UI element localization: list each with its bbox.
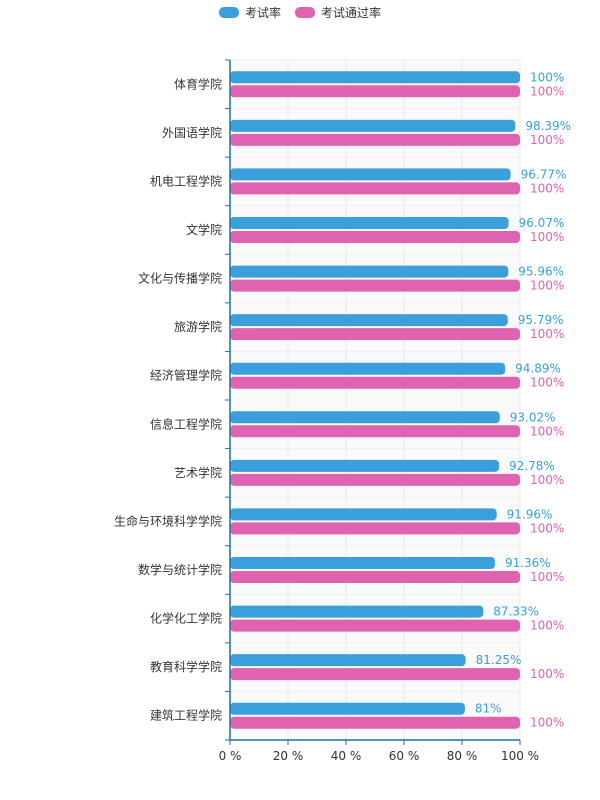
- data-label-exam-rate: 94.89%: [515, 362, 561, 376]
- bar-pass-rate: [230, 85, 520, 98]
- bar-pass-rate: [230, 473, 520, 486]
- data-label-pass-rate: 100%: [530, 473, 564, 487]
- legend-label-pass-rate: 考试通过率: [321, 6, 382, 20]
- data-label-pass-rate: 100%: [530, 570, 564, 584]
- data-label-exam-rate: 95.96%: [518, 265, 564, 279]
- data-label-exam-rate: 95.79%: [518, 313, 564, 327]
- x-tick-label: 60 %: [389, 749, 420, 763]
- data-label-exam-rate: 100%: [530, 70, 564, 84]
- bar-exam-rate: [230, 71, 520, 84]
- bar-pass-rate: [230, 376, 520, 389]
- data-label-pass-rate: 100%: [530, 279, 564, 293]
- data-label-exam-rate: 96.07%: [519, 216, 565, 230]
- bar-exam-rate: [230, 654, 466, 667]
- data-label-pass-rate: 100%: [530, 667, 564, 681]
- bar-pass-rate: [230, 716, 520, 729]
- x-tick-label: 40 %: [331, 749, 362, 763]
- legend: 考试率 考试通过率: [0, 4, 600, 21]
- x-tick-label: 80 %: [447, 749, 478, 763]
- bar-pass-rate: [230, 571, 520, 583]
- data-label-exam-rate: 87.33%: [493, 605, 539, 619]
- legend-item-exam-rate[interactable]: 考试率: [218, 4, 281, 21]
- legend-swatch-pass-rate: [295, 7, 315, 18]
- x-tick-label: 100 %: [501, 749, 539, 763]
- data-label-exam-rate: 93.02%: [510, 410, 556, 424]
- data-label-exam-rate: 92.78%: [509, 459, 555, 473]
- bar-exam-rate: [230, 217, 509, 229]
- legend-item-pass-rate[interactable]: 考试通过率: [295, 4, 381, 21]
- x-tick-label: 20 %: [273, 749, 304, 763]
- data-label-pass-rate: 100%: [530, 84, 564, 98]
- category-label: 教育科学学院: [150, 659, 222, 674]
- bar-exam-rate: [230, 314, 508, 327]
- category-label: 艺术学院: [174, 465, 222, 480]
- x-tick-label: 0 %: [219, 749, 242, 763]
- data-label-pass-rate: 100%: [530, 181, 564, 195]
- category-label: 旅游学院: [174, 319, 222, 334]
- category-label: 化学化工学院: [150, 611, 222, 626]
- data-label-exam-rate: 91.96%: [507, 507, 553, 521]
- bar-pass-rate: [230, 231, 520, 243]
- data-label-exam-rate: 91.36%: [505, 556, 551, 570]
- data-label-pass-rate: 100%: [530, 716, 564, 730]
- data-label-pass-rate: 100%: [530, 327, 564, 341]
- data-label-pass-rate: 100%: [530, 619, 564, 633]
- bar-exam-rate: [230, 508, 497, 521]
- bar-exam-rate: [230, 605, 484, 618]
- data-label-exam-rate: 81.25%: [476, 653, 522, 667]
- category-label: 生命与环境科学学院: [114, 513, 222, 528]
- category-label: 外国语学院: [162, 125, 222, 140]
- data-label-exam-rate: 96.77%: [521, 167, 567, 181]
- category-label: 体育学院: [174, 76, 222, 91]
- data-label-pass-rate: 100%: [530, 133, 564, 147]
- data-label-exam-rate: 81%: [475, 702, 502, 716]
- bar-exam-rate: [230, 557, 495, 569]
- category-label: 数学与统计学院: [138, 562, 222, 577]
- bar-pass-rate: [230, 279, 520, 292]
- bar-pass-rate: [230, 425, 520, 438]
- bar-exam-rate: [230, 702, 465, 715]
- data-label-pass-rate: 100%: [530, 424, 564, 438]
- data-label-pass-rate: 100%: [530, 521, 564, 535]
- bar-exam-rate: [230, 411, 500, 424]
- bar-exam-rate: [230, 265, 509, 278]
- category-label: 文学院: [186, 222, 222, 237]
- legend-swatch-exam-rate: [218, 7, 239, 18]
- bar-exam-rate: [230, 459, 500, 472]
- bar-exam-rate: [230, 119, 516, 132]
- category-label: 机电工程学院: [150, 173, 222, 188]
- bar-exam-rate: [230, 362, 506, 375]
- bar-pass-rate: [230, 619, 520, 632]
- data-label-exam-rate: 98.39%: [525, 119, 571, 133]
- category-label: 信息工程学院: [150, 416, 222, 431]
- bar-exam-rate: [230, 168, 511, 181]
- bar-pass-rate: [230, 182, 520, 195]
- legend-label-exam-rate: 考试率: [244, 6, 281, 20]
- data-label-pass-rate: 100%: [530, 376, 564, 390]
- bar-pass-rate: [230, 522, 520, 535]
- category-label: 建筑工程学院: [150, 708, 222, 723]
- bar-pass-rate: [230, 133, 520, 146]
- data-label-pass-rate: 100%: [530, 230, 564, 244]
- bar-pass-rate: [230, 328, 520, 341]
- bar-pass-rate: [230, 668, 520, 681]
- category-label: 经济管理学院: [150, 368, 222, 383]
- category-label: 文化与传播学院: [138, 271, 222, 286]
